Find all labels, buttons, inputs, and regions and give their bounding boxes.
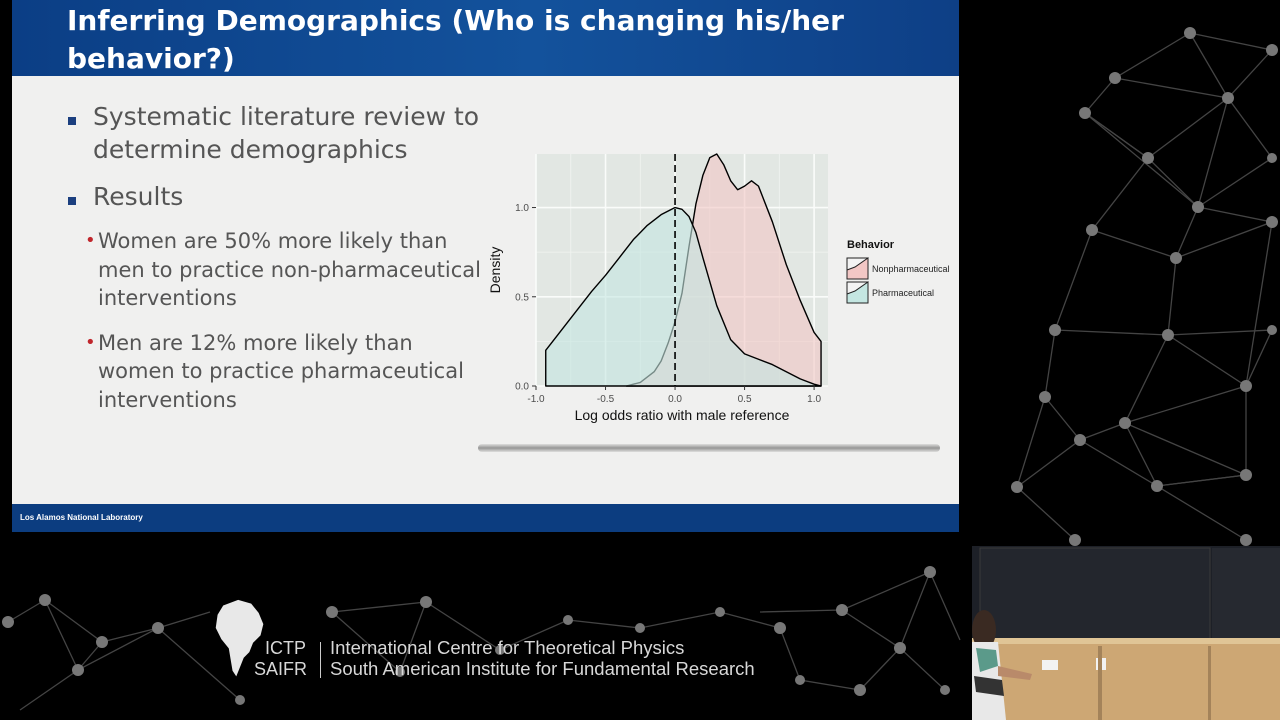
y-tick-label: 0.5 xyxy=(515,292,529,303)
ictp-abbr: ICTP xyxy=(265,638,307,658)
south-america-logo xyxy=(215,599,264,677)
x-tick-label: -1.0 xyxy=(527,394,545,405)
saifr-abbr: SAIFR xyxy=(254,659,308,679)
x-axis-title: Log odds ratio with male reference xyxy=(575,407,790,423)
bullet-literature-review: Systematic literature review to determin… xyxy=(67,100,487,166)
x-tick-label: 1.0 xyxy=(807,394,821,405)
brand-divider xyxy=(320,642,321,678)
x-tick-label: 0.5 xyxy=(738,394,752,405)
legend-key-pharmaceutical xyxy=(846,281,869,304)
x-tick-label: 0.0 xyxy=(668,394,682,405)
legend-key-nonpharmaceutical xyxy=(846,257,869,280)
speaker-video-frame xyxy=(972,546,1280,720)
y-tick-label: 1.0 xyxy=(515,203,529,214)
sub-bullet-men: Men are 12% more likely than women to pr… xyxy=(67,329,487,415)
density-chart: -1.0 -0.5 0.0 0.5 1.0 0.0 0.5 1.0 Log odds ratio… xyxy=(487,153,950,423)
slide-footer: Los Alamos National Laboratory xyxy=(12,504,959,532)
speaker-video xyxy=(972,546,1280,720)
ictp-name: International Centre for Theoretical Phy… xyxy=(330,637,685,658)
legend-title: Behavior xyxy=(847,239,895,251)
slide-header: Inferring Demographics (Who is changing … xyxy=(12,0,959,76)
presentation-slide: Inferring Demographics (Who is changing … xyxy=(12,0,959,532)
bullet-results: Results xyxy=(67,180,487,213)
legend-label-pharmaceutical: Pharmaceutical xyxy=(872,288,934,298)
slide-title: Inferring Demographics (Who is changing … xyxy=(67,4,844,75)
sub-bullet-women: Women are 50% more likely than men to pr… xyxy=(67,227,487,313)
density-area-pharmaceutical xyxy=(545,206,822,387)
saifr-name: South American Institute for Fundamental… xyxy=(330,658,755,679)
y-axis-title: Density xyxy=(487,247,503,294)
y-tick-label: 0.0 xyxy=(515,382,529,393)
footer-label: Los Alamos National Laboratory xyxy=(20,513,143,522)
chart-shadow xyxy=(478,444,940,452)
legend-label-nonpharmaceutical: Nonpharmaceutical xyxy=(872,264,950,274)
x-tick-label: -0.5 xyxy=(597,394,615,405)
bullet-list: Systematic literature review to determin… xyxy=(67,100,487,430)
